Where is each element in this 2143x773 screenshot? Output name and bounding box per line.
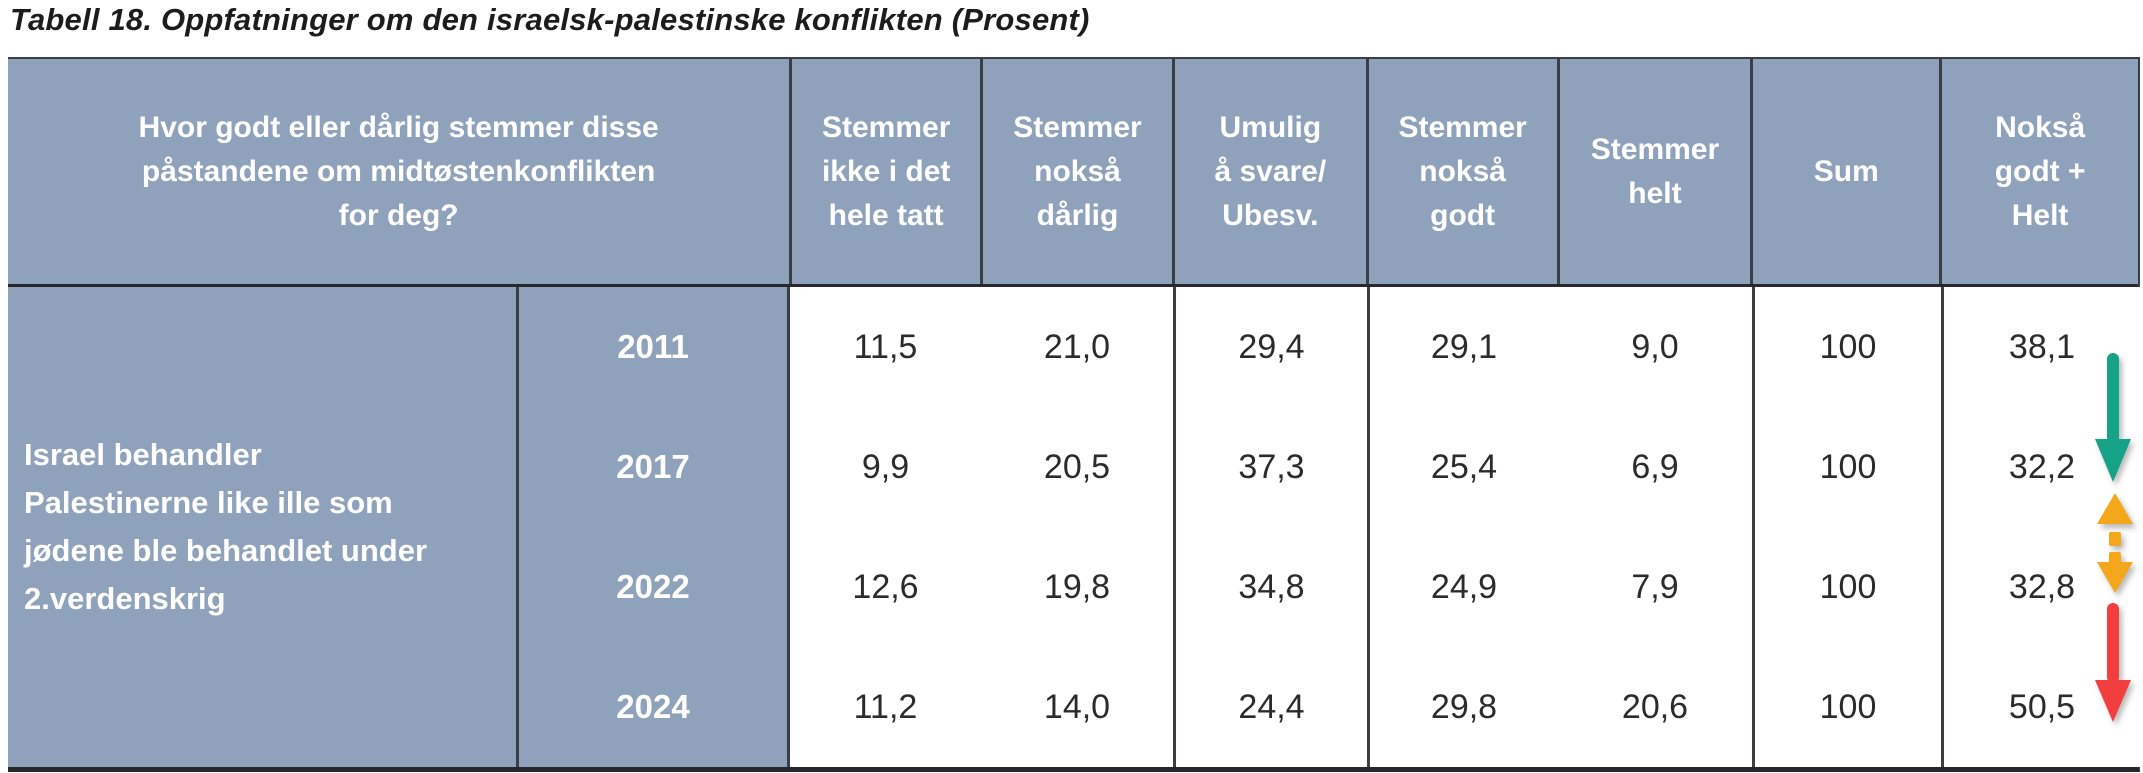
data-cell: 29,4 — [1173, 287, 1367, 407]
year-cell-2022: 2022 — [519, 527, 790, 647]
data-cell: 100 — [1752, 527, 1941, 647]
trend-down-arrow-red-icon — [2095, 603, 2131, 722]
data-cell: 11,2 — [790, 647, 981, 767]
table-body: Israel behandler Palestinerne like ille … — [8, 287, 2140, 767]
data-cell: 29,1 — [1367, 287, 1558, 407]
data-cell: 19,8 — [981, 527, 1173, 647]
year-cell-2017: 2017 — [519, 407, 790, 527]
year-cell-2011: 2011 — [519, 287, 790, 407]
table-title: Tabell 18. Oppfatninger om den israelsk-… — [10, 2, 1090, 37]
table-header-row: Hvor godt eller dårlig stemmer disse pås… — [8, 59, 2138, 287]
data-cell: 14,0 — [981, 647, 1173, 767]
data-cell-total: 38,1 — [1941, 287, 2140, 407]
data-cell: 100 — [1752, 287, 1941, 407]
header-col-noksa-darlig: Stemmer nokså dårlig — [980, 59, 1172, 284]
header-col-sum: Sum — [1750, 59, 1939, 284]
data-cell-total: 32,8 — [1941, 527, 2140, 647]
header-col-noksa-godt-helt: Nokså godt + Helt — [1939, 59, 2138, 284]
data-cell: 100 — [1752, 407, 1941, 527]
header-col-noksa-godt: Stemmer nokså godt — [1365, 59, 1557, 284]
data-cell: 37,3 — [1173, 407, 1367, 527]
data-cell: 21,0 — [981, 287, 1173, 407]
header-col-stemmer-ikke: Stemmer ikke i det hele tatt — [789, 59, 980, 284]
header-question: Hvor godt eller dårlig stemmer disse pås… — [138, 110, 659, 232]
data-cell: 9,9 — [790, 407, 981, 527]
header-col-stemmer-helt: Stemmer helt — [1556, 59, 1751, 284]
data-cell: 7,9 — [1558, 527, 1752, 647]
data-cell: 25,4 — [1367, 407, 1558, 527]
data-cell: 24,4 — [1173, 647, 1367, 767]
data-cell: 29,8 — [1367, 647, 1558, 767]
statement-cell: Israel behandler Palestinerne like ille … — [8, 287, 519, 767]
data-cell: 34,8 — [1173, 527, 1367, 647]
trend-down-arrow-green-icon — [2095, 353, 2131, 482]
data-cell: 20,6 — [1558, 647, 1752, 767]
data-cell: 11,5 — [790, 287, 981, 407]
header-col-umulig-svare: Umulig å svare/ Ubesv. — [1171, 59, 1366, 284]
data-cell: 24,9 — [1367, 527, 1558, 647]
data-cell: 100 — [1752, 647, 1941, 767]
data-cell: 9,0 — [1558, 287, 1752, 407]
year-cell-2024: 2024 — [519, 647, 790, 767]
survey-table: Hvor godt eller dårlig stemmer disse pås… — [8, 57, 2140, 772]
trend-updown-dashed-arrow-orange-icon — [2097, 493, 2133, 593]
data-cell: 6,9 — [1558, 407, 1752, 527]
data-cell: 20,5 — [981, 407, 1173, 527]
data-cell: 12,6 — [790, 527, 981, 647]
